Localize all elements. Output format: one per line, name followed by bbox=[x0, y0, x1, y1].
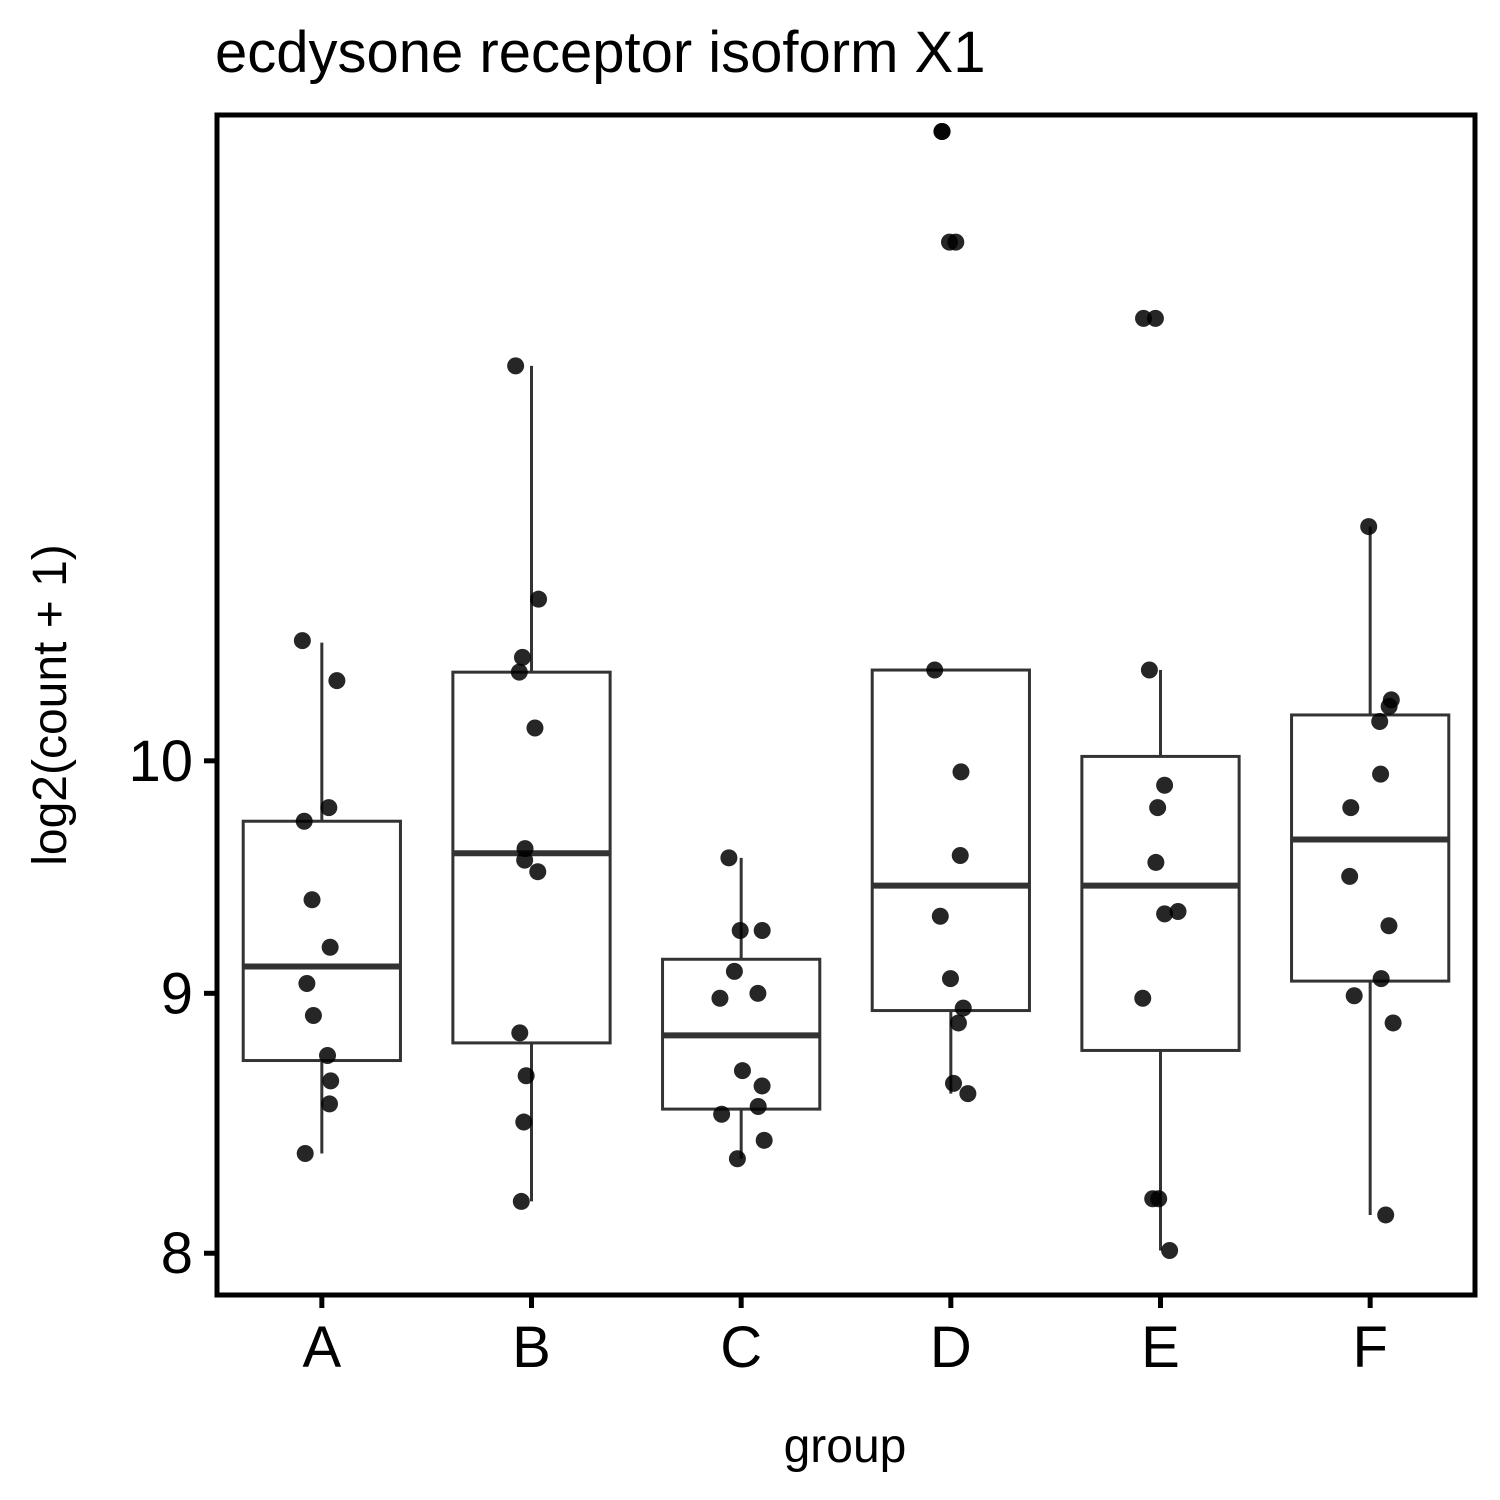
data-point bbox=[749, 984, 767, 1002]
data-point bbox=[1380, 697, 1398, 715]
data-point bbox=[733, 1062, 751, 1080]
data-point bbox=[1146, 309, 1164, 327]
y-axis: 8 9 10 bbox=[128, 729, 217, 1286]
data-point bbox=[511, 1024, 529, 1042]
data-point bbox=[1156, 905, 1174, 923]
data-point bbox=[1342, 799, 1360, 817]
data-point bbox=[951, 847, 969, 865]
data-point bbox=[1156, 776, 1174, 794]
points-D bbox=[926, 123, 977, 1103]
data-point bbox=[1134, 989, 1152, 1007]
data-point bbox=[749, 1098, 767, 1116]
points-B bbox=[507, 357, 548, 1210]
data-point bbox=[949, 1014, 967, 1032]
data-point bbox=[1372, 765, 1390, 783]
data-point bbox=[1345, 987, 1363, 1005]
data-point bbox=[959, 1085, 977, 1103]
data-point bbox=[1371, 712, 1389, 730]
y-axis-title: log2(count + 1) bbox=[24, 544, 77, 866]
x-tick-label: B bbox=[512, 1315, 551, 1380]
data-point bbox=[945, 1074, 963, 1092]
data-point bbox=[515, 1113, 533, 1131]
data-point bbox=[507, 357, 525, 375]
points-A bbox=[293, 632, 346, 1162]
data-point bbox=[1384, 1014, 1402, 1032]
x-axis: A B C D E F bbox=[302, 1295, 1388, 1380]
data-point bbox=[725, 962, 743, 980]
box-C bbox=[661, 857, 822, 1159]
data-point bbox=[954, 999, 972, 1017]
data-point bbox=[1360, 518, 1378, 536]
box-A bbox=[241, 642, 402, 1154]
points-E bbox=[1134, 309, 1187, 1259]
x-tick-label: C bbox=[720, 1315, 762, 1380]
data-point bbox=[1144, 1190, 1162, 1208]
data-point bbox=[1169, 902, 1187, 920]
chart-title: ecdysone receptor isoform X1 bbox=[215, 20, 985, 85]
data-point bbox=[728, 1150, 746, 1168]
box-D bbox=[870, 668, 1031, 1094]
data-point bbox=[933, 123, 951, 141]
data-point bbox=[321, 1095, 339, 1113]
data-point bbox=[510, 663, 528, 681]
box-iqr bbox=[870, 668, 1031, 1013]
data-point bbox=[941, 970, 959, 988]
data-point bbox=[321, 938, 339, 956]
data-point bbox=[516, 851, 534, 869]
data-point bbox=[713, 1105, 731, 1123]
y-tick-label: 8 bbox=[161, 1221, 193, 1286]
data-point bbox=[1377, 1206, 1395, 1224]
data-point bbox=[513, 648, 531, 666]
y-tick-label: 10 bbox=[128, 729, 193, 794]
data-point bbox=[293, 632, 311, 650]
data-point bbox=[1161, 1241, 1179, 1259]
data-point bbox=[1140, 661, 1158, 679]
data-point bbox=[926, 661, 944, 679]
points-F bbox=[1341, 518, 1402, 1224]
data-point bbox=[517, 1067, 535, 1085]
points-C bbox=[711, 849, 773, 1168]
data-point bbox=[711, 989, 729, 1007]
data-point bbox=[1341, 867, 1359, 885]
data-point bbox=[322, 1072, 340, 1090]
x-axis-title: group bbox=[784, 1420, 907, 1473]
data-point bbox=[1372, 970, 1390, 988]
plot-panel-border bbox=[214, 112, 1478, 1298]
plot-content bbox=[241, 123, 1451, 1259]
data-point bbox=[304, 1007, 322, 1025]
data-point bbox=[720, 849, 738, 867]
data-point bbox=[755, 1131, 773, 1149]
x-tick-label: E bbox=[1141, 1315, 1180, 1380]
data-point bbox=[753, 1077, 771, 1095]
y-tick-label: 9 bbox=[161, 961, 193, 1026]
data-point bbox=[1135, 309, 1153, 327]
data-point bbox=[298, 975, 316, 993]
data-point bbox=[952, 763, 970, 781]
box-iqr bbox=[1290, 713, 1451, 983]
box-F bbox=[1290, 526, 1451, 1215]
data-point bbox=[319, 1046, 337, 1064]
data-point bbox=[295, 812, 313, 830]
data-point bbox=[940, 233, 958, 251]
data-point bbox=[296, 1144, 314, 1162]
box-iqr bbox=[241, 819, 402, 1063]
data-point bbox=[320, 799, 338, 817]
data-point bbox=[526, 719, 544, 737]
data-point bbox=[512, 1192, 530, 1210]
box-E bbox=[1080, 670, 1241, 1251]
data-point bbox=[530, 590, 548, 608]
data-point bbox=[753, 921, 771, 939]
data-point bbox=[529, 863, 547, 881]
data-point bbox=[1147, 853, 1165, 871]
data-point bbox=[328, 672, 346, 690]
x-tick-label: A bbox=[302, 1315, 341, 1380]
x-tick-label: D bbox=[930, 1315, 972, 1380]
x-tick-label: F bbox=[1352, 1315, 1387, 1380]
data-point bbox=[931, 907, 949, 925]
data-point bbox=[731, 921, 749, 939]
data-point bbox=[1380, 917, 1398, 935]
data-point bbox=[303, 891, 321, 909]
data-point bbox=[1149, 799, 1167, 817]
